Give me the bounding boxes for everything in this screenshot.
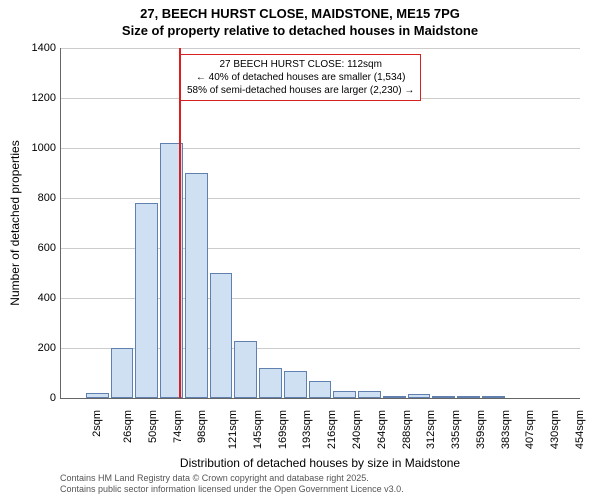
annotation-box: 27 BEECH HURST CLOSE: 112sqm ← 40% of de… <box>180 54 421 101</box>
chart-title: 27, BEECH HURST CLOSE, MAIDSTONE, ME15 7… <box>0 0 600 23</box>
gridline-y <box>60 48 580 49</box>
footer-line-1: Contains HM Land Registry data © Crown c… <box>60 473 404 485</box>
xtick-label: 288sqm <box>401 410 413 449</box>
ytick-label: 1200 <box>32 92 56 104</box>
xtick-label: 121sqm <box>227 410 239 449</box>
xtick-label: 359sqm <box>475 410 487 449</box>
annotation-line-1: ← 40% of detached houses are smaller (1,… <box>187 71 414 84</box>
histogram-bar <box>358 391 381 399</box>
xtick-label: 312sqm <box>425 410 437 449</box>
histogram-bar <box>259 368 282 398</box>
xtick-label: 240sqm <box>351 410 363 449</box>
y-axis-label: Number of detached properties <box>8 140 22 305</box>
xtick-label: 264sqm <box>376 410 388 449</box>
annotation-line-2: 58% of semi-detached houses are larger (… <box>187 84 414 97</box>
ytick-label: 0 <box>50 392 56 404</box>
xtick-label: 98sqm <box>196 410 208 443</box>
footer-line-2: Contains public sector information licen… <box>60 484 404 496</box>
chart-page: { "title": "27, BEECH HURST CLOSE, MAIDS… <box>0 0 600 500</box>
histogram-bar <box>210 273 233 398</box>
ytick-label: 600 <box>38 242 56 254</box>
histogram-bar <box>333 391 356 399</box>
xtick-label: 26sqm <box>122 410 134 443</box>
annotation-line-0: 27 BEECH HURST CLOSE: 112sqm <box>187 58 414 71</box>
histogram-bar <box>309 381 332 399</box>
histogram-bar <box>135 203 158 398</box>
histogram-bar <box>185 173 208 398</box>
footer: Contains HM Land Registry data © Crown c… <box>60 473 404 496</box>
chart-area: 02004006008001000120014002sqm26sqm50sqm7… <box>60 48 580 398</box>
xtick-label: 216sqm <box>326 410 338 449</box>
xtick-label: 454sqm <box>574 410 586 449</box>
chart-subtitle: Size of property relative to detached ho… <box>0 23 600 40</box>
ytick-label: 400 <box>38 292 56 304</box>
histogram-bar <box>284 371 307 399</box>
xtick-label: 383sqm <box>500 410 512 449</box>
histogram-bar <box>234 341 257 399</box>
y-axis-line <box>60 48 61 398</box>
xtick-label: 74sqm <box>172 410 184 443</box>
ytick-label: 1000 <box>32 142 56 154</box>
ytick-label: 1400 <box>32 42 56 54</box>
xtick-label: 169sqm <box>277 410 289 449</box>
ytick-label: 200 <box>38 342 56 354</box>
gridline-y <box>60 148 580 149</box>
xtick-label: 430sqm <box>549 410 561 449</box>
ytick-label: 800 <box>38 192 56 204</box>
xtick-label: 145sqm <box>252 410 264 449</box>
xtick-label: 335sqm <box>450 410 462 449</box>
x-axis-label: Distribution of detached houses by size … <box>180 456 460 470</box>
xtick-label: 193sqm <box>302 410 314 449</box>
xtick-label: 50sqm <box>147 410 159 443</box>
histogram-bar <box>111 348 134 398</box>
xtick-label: 407sqm <box>524 410 536 449</box>
xtick-label: 2sqm <box>91 410 103 437</box>
x-axis-line <box>60 398 580 399</box>
gridline-y <box>60 198 580 199</box>
